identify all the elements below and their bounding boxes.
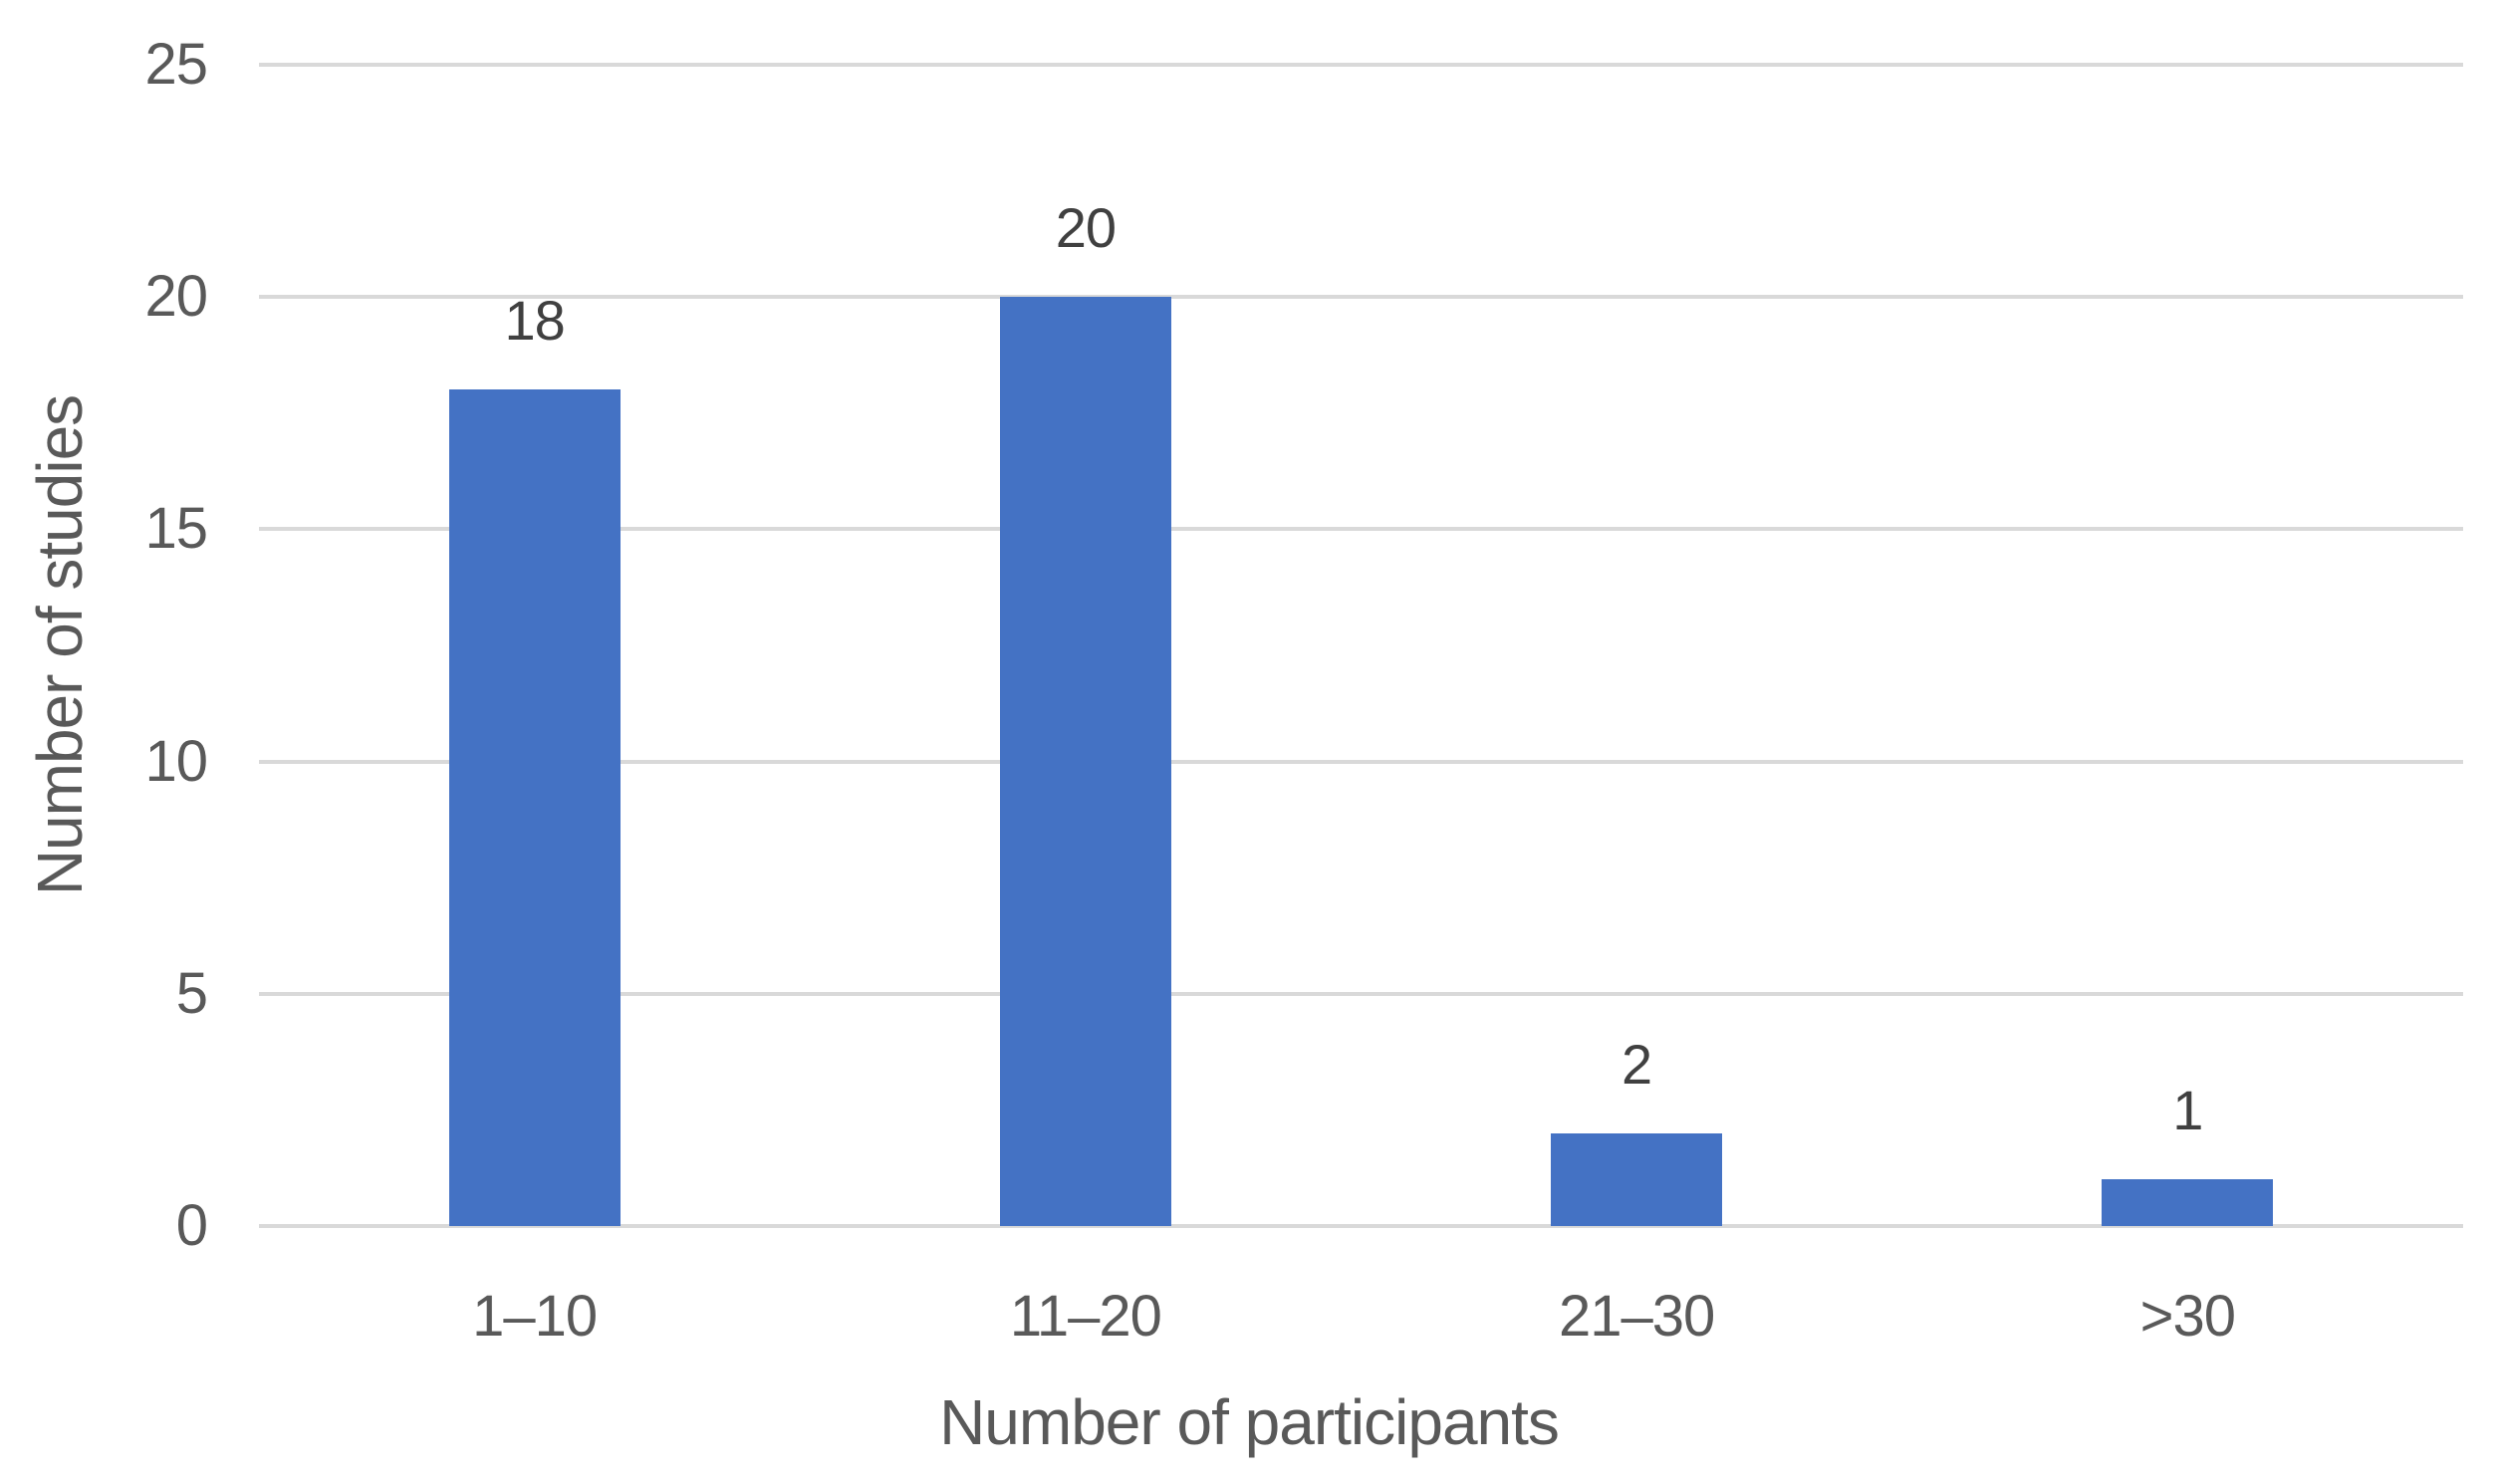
x-tick-label: >30: [2139, 1284, 2236, 1349]
y-tick-label: 15: [144, 496, 208, 562]
bar: [999, 297, 1171, 1226]
y-axis-title: Number of studies: [24, 394, 96, 896]
x-axis-title: Number of participants: [939, 1386, 1560, 1458]
y-tick-label: 10: [144, 728, 208, 794]
gridline: [259, 63, 2463, 67]
bar-value-label: 1: [2172, 1079, 2203, 1142]
y-tick-label: 20: [144, 264, 208, 330]
bar: [2102, 1179, 2274, 1226]
bar: [1551, 1132, 1723, 1226]
y-tick-label: 25: [144, 32, 208, 97]
x-tick-label: 21–30: [1558, 1284, 1715, 1349]
gridline: [259, 1224, 2463, 1228]
bar-value-label: 18: [504, 289, 565, 353]
y-tick-label: 5: [175, 960, 208, 1026]
x-tick-label: 11–20: [1009, 1284, 1162, 1349]
bar-value-label: 20: [1055, 196, 1117, 260]
gridline: [259, 527, 2463, 532]
bar: [448, 389, 621, 1226]
gridline: [259, 759, 2463, 764]
gridline: [259, 295, 2463, 300]
y-tick-label: 0: [175, 1193, 208, 1258]
gridline: [259, 991, 2463, 996]
x-tick-label: 1–10: [472, 1284, 598, 1349]
bar-value-label: 2: [1622, 1032, 1652, 1096]
